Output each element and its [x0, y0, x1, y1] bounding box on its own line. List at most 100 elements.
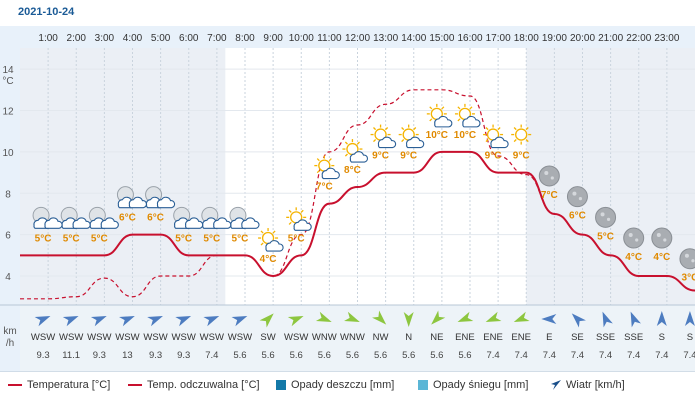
night-cloudy-icon	[88, 206, 119, 229]
wind-direction: WNW	[340, 332, 365, 343]
wind-speed: 5.6	[374, 350, 387, 361]
wind-direction: WSW	[228, 332, 252, 343]
y-axis-unit: °C	[2, 76, 13, 87]
wind-direction: ENE	[511, 332, 531, 343]
moon-icon	[623, 227, 645, 249]
sun-ray	[429, 118, 433, 122]
wind-speed: 7.4	[627, 350, 640, 361]
wind-arrow	[372, 310, 387, 325]
wind-speed: 7.4	[486, 350, 499, 361]
legend: Temperatura [°C] Temp. odczuwalna [°C] O…	[0, 374, 695, 398]
x-tick-label: 12:00	[345, 33, 370, 44]
wind-arrow-shape	[344, 311, 360, 323]
sun-ray	[513, 139, 517, 143]
x-tick-label: 3:00	[95, 33, 115, 44]
wind-direction: S	[687, 332, 693, 343]
wind-arrow-shape	[372, 310, 387, 325]
moon-disc	[566, 186, 588, 208]
wind-arrow	[315, 311, 332, 323]
cloud-shape	[265, 240, 284, 252]
wind-arrow-shape	[62, 315, 79, 327]
wind-speed: 5.6	[233, 350, 246, 361]
wind-speed: 9.3	[93, 350, 106, 361]
night-cloudy-icon	[173, 206, 204, 229]
wind-direction: NW	[373, 332, 389, 343]
wind-arrow	[203, 315, 220, 327]
sun-ray	[272, 230, 276, 234]
cloud-shape	[72, 217, 91, 229]
wind-arrow	[656, 311, 667, 326]
cloud-shape	[44, 217, 63, 229]
wind-speed: 9.3	[177, 350, 190, 361]
wind-direction: WSW	[172, 332, 196, 343]
cloud-shape	[349, 151, 368, 163]
sun-ray	[316, 158, 320, 162]
x-tick-label: 8:00	[235, 33, 255, 44]
moon-icon	[679, 248, 695, 270]
sun-ray	[260, 230, 264, 234]
night-cloudy-icon	[229, 206, 260, 229]
night-cloudy-icon	[116, 186, 147, 209]
wind-speed: 7.4	[599, 350, 612, 361]
cloud-shape	[156, 196, 176, 209]
temp-label: 5°C	[288, 233, 305, 244]
moon-crater	[635, 238, 639, 242]
x-tick-label: 10:00	[289, 33, 314, 44]
temp-label: 3°C	[682, 273, 695, 284]
moon-icon	[566, 186, 588, 208]
temp-label: 8°C	[344, 165, 361, 176]
wind-arrow-shape	[90, 315, 107, 327]
sun-disc	[515, 128, 528, 141]
y-tick-label: 8	[5, 189, 11, 200]
wind-arrow	[630, 311, 641, 328]
sun-ray	[513, 127, 517, 131]
x-tick-label: 16:00	[457, 33, 482, 44]
sun-ray	[356, 141, 360, 145]
x-tick-label: 17:00	[486, 33, 511, 44]
wind-arrow-shape	[541, 314, 557, 324]
wind-arrow	[259, 313, 274, 328]
sun-ray	[525, 139, 529, 143]
wind-arrow-shape	[34, 315, 51, 327]
moon-icon	[538, 165, 560, 187]
wind-unit-h: /h	[6, 338, 14, 349]
wind-direction: WSW	[31, 332, 55, 343]
sun-cloud-icon	[286, 207, 312, 231]
sun-cloud-icon	[370, 124, 397, 149]
legend-temperature-label: Temperatura [°C]	[27, 379, 111, 391]
moon-crater	[606, 217, 611, 221]
sun-ray	[316, 170, 320, 174]
cloud-shape	[293, 219, 312, 231]
temp-label: 6°C	[569, 211, 586, 222]
moon-crater	[656, 233, 661, 238]
moon-crater	[600, 212, 605, 217]
wind-speed: 9.3	[36, 350, 49, 361]
wind-arrow-shape	[259, 313, 274, 328]
axis-band	[0, 26, 20, 372]
wind-arrow-shape	[231, 315, 248, 327]
wind-arrow-shape	[571, 313, 586, 328]
wind-speed: 11.1	[62, 350, 80, 361]
temp-label: 5°C	[63, 233, 80, 244]
temp-label: 5°C	[91, 233, 108, 244]
x-tick-label: 21:00	[598, 33, 623, 44]
temp-label: 5°C	[597, 231, 614, 242]
temp-label: 10°C	[454, 130, 476, 141]
temp-label: 6°C	[119, 213, 136, 224]
sun-ray	[413, 127, 417, 131]
cloud-shape	[213, 217, 232, 229]
sun-ray	[344, 153, 348, 157]
sun-ray	[373, 127, 377, 131]
cloud-shape	[100, 217, 119, 229]
sun-ray	[485, 139, 489, 143]
wind-arrow-shape	[287, 315, 304, 327]
wind-speed: 5.6	[458, 350, 471, 361]
wind-direction: WNW	[312, 332, 337, 343]
temp-label: 9°C	[485, 151, 502, 162]
wind-arrow-shape	[175, 315, 192, 327]
legend-temperature: Temperatura [°C]	[8, 379, 110, 391]
moon-crater	[550, 176, 554, 180]
sun-cloud-icon	[258, 228, 284, 252]
temp-label: 9°C	[513, 151, 530, 162]
wind-direction: S	[659, 332, 665, 343]
